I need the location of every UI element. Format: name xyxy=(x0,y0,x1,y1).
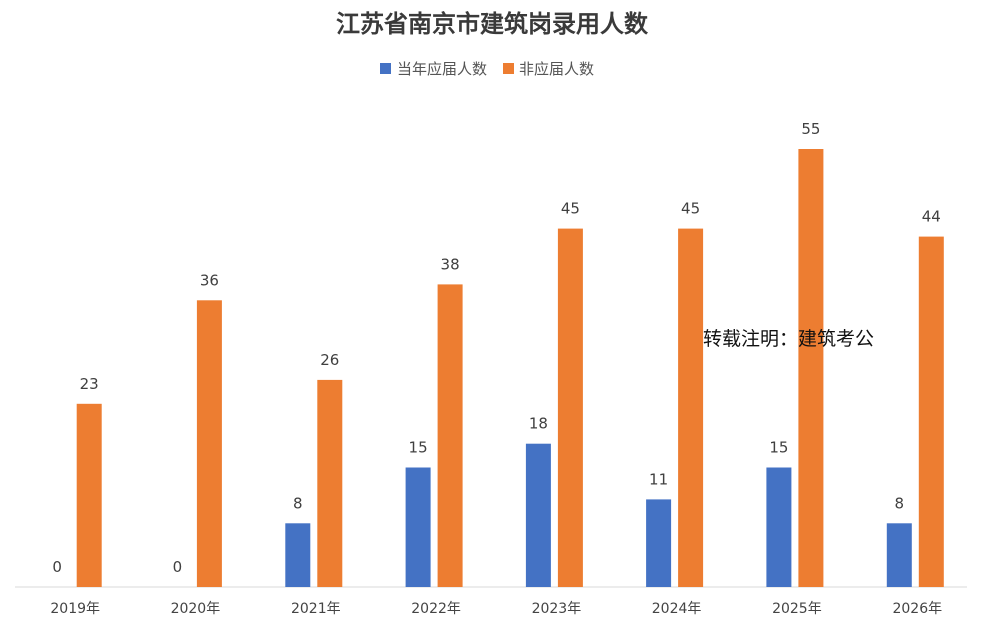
legend-swatch-current-grads xyxy=(380,63,391,74)
value-label-current-4: 18 xyxy=(529,415,548,433)
bar-current-4 xyxy=(525,443,551,587)
legend-label-non-current-grads: 非应届人数 xyxy=(519,60,594,78)
value-label-non-current-2: 26 xyxy=(320,351,339,369)
value-labels-group: 0 23 0 36 8 26 15 38 18 45 11 45 15 55 8 44 xyxy=(52,120,940,576)
bar-non-current-1 xyxy=(196,300,222,587)
x-tick-label-6: 2025年 xyxy=(772,601,822,617)
watermark-annotation: 转载注明：建筑考公 xyxy=(703,328,874,350)
bar-current-6 xyxy=(766,467,792,587)
value-label-non-current-0: 23 xyxy=(80,375,99,393)
x-tick-label-2: 2021年 xyxy=(291,601,341,617)
bar-non-current-5 xyxy=(678,228,704,587)
bar-non-current-7 xyxy=(918,236,944,587)
bar-current-5 xyxy=(646,499,672,587)
bar-non-current-0 xyxy=(76,403,102,587)
bar-non-current-2 xyxy=(317,379,343,587)
bar-current-3 xyxy=(405,467,431,587)
chart-title: 江苏省南京市建筑岗录用人数 xyxy=(336,9,649,38)
value-label-current-5: 11 xyxy=(649,470,668,488)
legend-label-current-grads: 当年应届人数 xyxy=(397,60,487,78)
value-label-non-current-7: 44 xyxy=(922,208,941,226)
x-tick-label-5: 2024年 xyxy=(652,601,702,617)
value-label-current-2: 8 xyxy=(293,494,303,512)
value-label-non-current-1: 36 xyxy=(200,271,219,289)
x-tick-label-7: 2026年 xyxy=(892,601,942,617)
legend: 当年应届人数 非应届人数 xyxy=(380,60,594,78)
x-tick-label-4: 2023年 xyxy=(532,601,582,617)
x-tick-label-0: 2019年 xyxy=(50,601,100,617)
x-tick-labels-group: 2019年 2020年 2021年 2022年 2023年 2024年 2025年 2026年 xyxy=(50,601,942,617)
x-tick-label-1: 2020年 xyxy=(171,601,221,617)
bar-non-current-6 xyxy=(798,149,824,587)
bars-group xyxy=(76,149,944,587)
legend-swatch-non-current-grads xyxy=(503,63,514,74)
value-label-current-7: 8 xyxy=(895,494,905,512)
value-label-current-6: 15 xyxy=(769,439,788,457)
bar-non-current-3 xyxy=(437,284,463,587)
bar-current-2 xyxy=(285,523,311,587)
value-label-current-1: 0 xyxy=(173,558,183,576)
value-label-non-current-6: 55 xyxy=(801,120,820,138)
value-label-non-current-5: 45 xyxy=(681,200,700,218)
bar-current-7 xyxy=(886,523,912,587)
bar-non-current-4 xyxy=(557,228,583,587)
x-tick-label-3: 2022年 xyxy=(411,601,461,617)
value-label-non-current-4: 45 xyxy=(561,200,580,218)
value-label-current-3: 15 xyxy=(409,439,428,457)
value-label-current-0: 0 xyxy=(52,558,62,576)
value-label-non-current-3: 38 xyxy=(441,255,460,273)
